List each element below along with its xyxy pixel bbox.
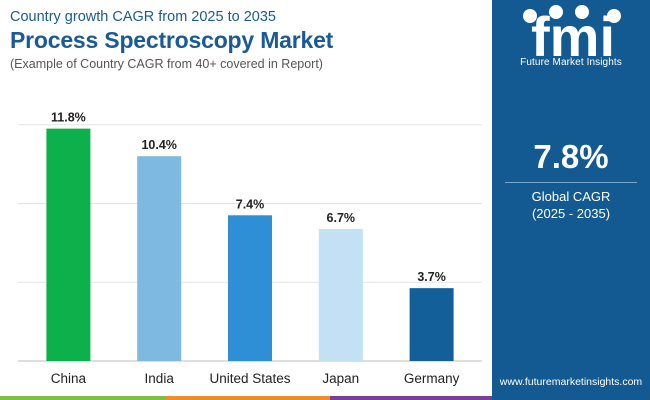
bar-chart: 11.8% China 10.4% India 7.4% United States 6.7…: [18, 111, 482, 386]
bar-germany: [409, 288, 454, 361]
brand-name: Future Market Insights: [520, 57, 622, 68]
logo-dot-icon: [575, 5, 589, 19]
x-tick-label: India: [145, 371, 175, 386]
chart-subtitle: Country growth CAGR from 2025 to 2035: [10, 9, 276, 25]
bar-india: [137, 156, 182, 361]
website-link[interactable]: www.futuremarketinsights.com: [499, 376, 643, 388]
global-cagr-label: Global CAGR: [531, 189, 611, 204]
bar-china: [46, 128, 91, 361]
data-label: 3.7%: [417, 270, 446, 284]
footer-stripe-orange: [165, 396, 330, 400]
summary-panel: fmi Future Market Insights 7.8% Global C…: [492, 0, 650, 400]
footer-stripe-blue: [492, 396, 650, 400]
logo-dot-icon: [607, 9, 621, 23]
data-label: 7.4%: [236, 197, 265, 211]
x-tick-label: Germany: [404, 371, 460, 386]
global-cagr-period: (2025 - 2035): [531, 206, 611, 221]
chart-title: Process Spectroscopy Market: [10, 27, 334, 53]
global-cagr-value: 7.8%: [533, 138, 609, 175]
x-tick-label: Japan: [322, 371, 359, 386]
fmi-logo: fmi: [523, 5, 621, 68]
x-tick-label: United States: [209, 371, 290, 386]
data-label: 10.4%: [141, 138, 176, 152]
bar-united-states: [228, 215, 272, 361]
divider: [505, 182, 637, 183]
logo-dot-icon: [523, 9, 537, 23]
x-tick-label: China: [51, 371, 87, 386]
bar-japan: [318, 229, 363, 361]
chart-note: (Example of Country CAGR from 40+ covere…: [10, 57, 323, 71]
data-label: 11.8%: [51, 111, 86, 125]
data-label: 6.7%: [327, 211, 356, 225]
logo-dot-icon: [549, 5, 563, 19]
footer-stripe-green: [0, 396, 165, 400]
chart-area: 11.8% China 10.4% India 7.4% United States 6.7…: [10, 9, 482, 386]
footer-stripe-purple: [330, 396, 492, 400]
logo-text: fmi: [531, 5, 615, 68]
